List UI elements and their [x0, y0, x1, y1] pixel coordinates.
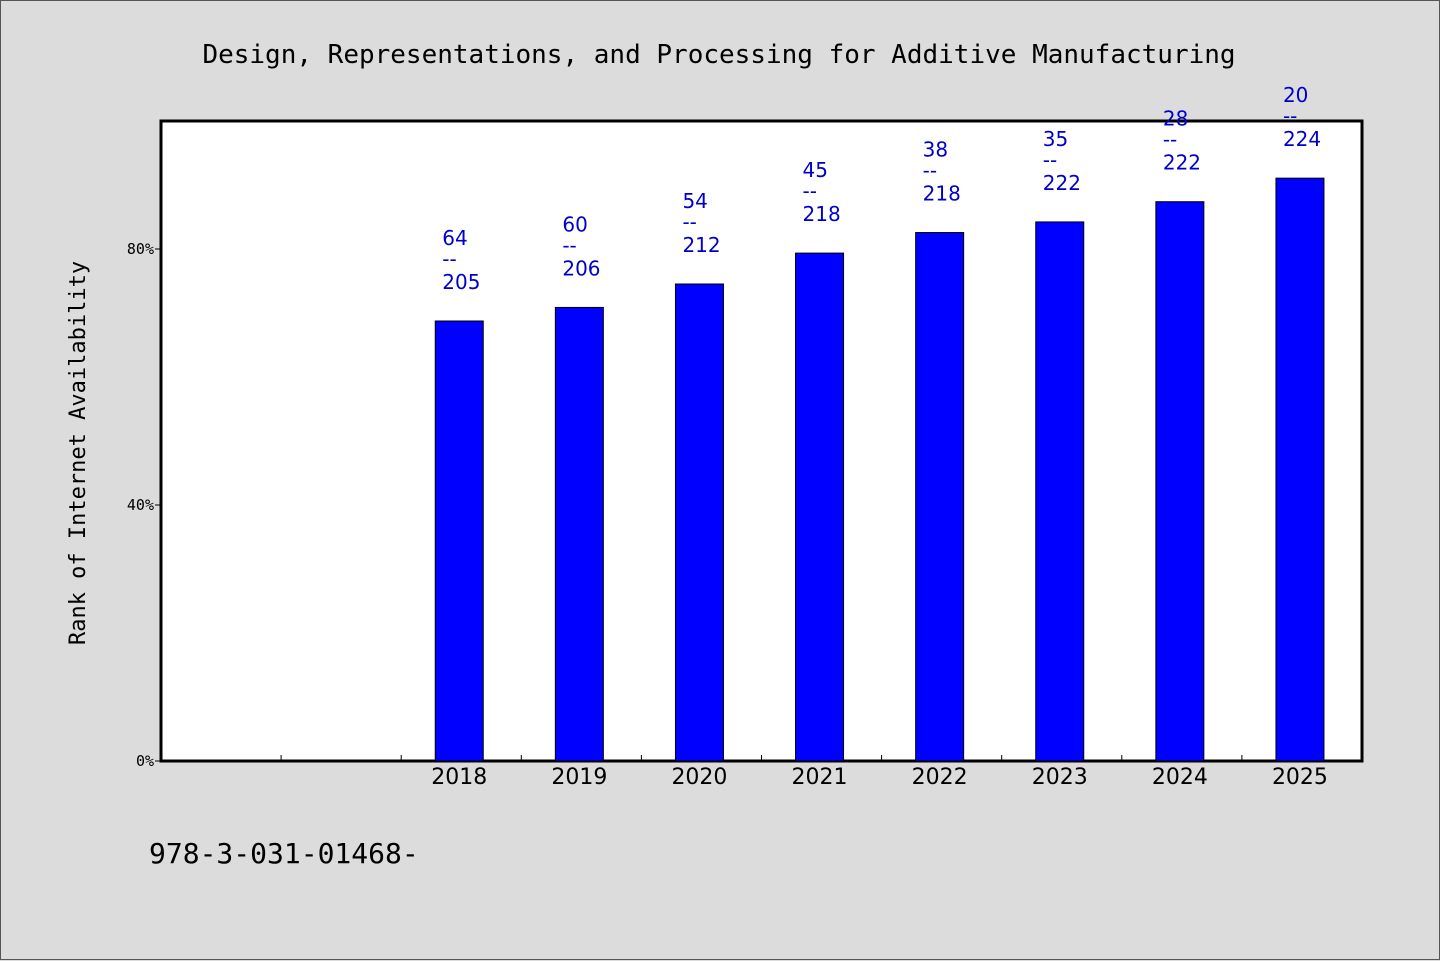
- x-axis: 2018 2019 2020 2021 2022 2023 2024 2025: [280, 755, 1328, 790]
- data-label-rank: 35: [1043, 127, 1068, 151]
- data-label-sep: --: [1043, 148, 1057, 172]
- data-label-rank: 20: [1283, 83, 1308, 107]
- data-labels: 64--20560--20654--21245--21838--21835--2…: [442, 83, 1321, 294]
- x-tick-label: 2022: [912, 765, 968, 790]
- x-tick-label: 2021: [792, 765, 848, 790]
- x-tick-label: 2025: [1272, 765, 1328, 790]
- data-label-sep: --: [682, 210, 696, 234]
- y-axis-label: Rank of Internet Availability: [66, 261, 91, 645]
- data-label-total: 205: [442, 270, 480, 294]
- data-label-total: 212: [682, 233, 720, 257]
- data-label-rank: 54: [682, 189, 707, 213]
- y-tick-label: 0%: [136, 752, 154, 770]
- data-label-total: 222: [1163, 151, 1201, 175]
- data-label-total: 206: [562, 256, 600, 280]
- data-label-sep: --: [1163, 128, 1177, 152]
- data-label-total: 218: [803, 202, 841, 226]
- data-label-sep: --: [803, 179, 817, 203]
- bar: [554, 306, 604, 762]
- bar: [1035, 221, 1085, 762]
- y-tick-label: 80%: [127, 240, 154, 258]
- bars: [434, 177, 1325, 762]
- bar: [795, 252, 845, 762]
- y-axis: 0% 40% 80%: [127, 240, 161, 770]
- bar: [1155, 201, 1205, 762]
- data-label-rank: 38: [923, 138, 948, 162]
- data-label-total: 218: [923, 182, 961, 206]
- data-label-sep: --: [442, 247, 456, 271]
- bar: [674, 283, 724, 762]
- bar: [1275, 177, 1325, 762]
- y-tick-label: 40%: [127, 496, 154, 514]
- data-label-sep: --: [923, 159, 937, 183]
- x-tick-label: 2024: [1152, 765, 1208, 790]
- data-label-total: 222: [1043, 171, 1081, 195]
- data-label-rank: 60: [562, 212, 587, 236]
- chart-title: Design, Representations, and Processing …: [202, 40, 1235, 70]
- data-label-rank: 28: [1163, 107, 1188, 131]
- data-label-rank: 45: [803, 158, 828, 182]
- x-tick-label: 2018: [431, 765, 487, 790]
- bar: [915, 232, 965, 762]
- data-label-sep: --: [562, 233, 576, 257]
- bar: [434, 320, 484, 762]
- x-tick-label: 2019: [551, 765, 607, 790]
- x-tick-label: 2023: [1032, 765, 1088, 790]
- data-label-total: 224: [1283, 127, 1321, 151]
- data-label-sep: --: [1283, 104, 1297, 128]
- footer-isbn: 978-3-031-01468-: [149, 837, 419, 870]
- data-label-rank: 64: [442, 226, 467, 250]
- x-tick-label: 2020: [671, 765, 727, 790]
